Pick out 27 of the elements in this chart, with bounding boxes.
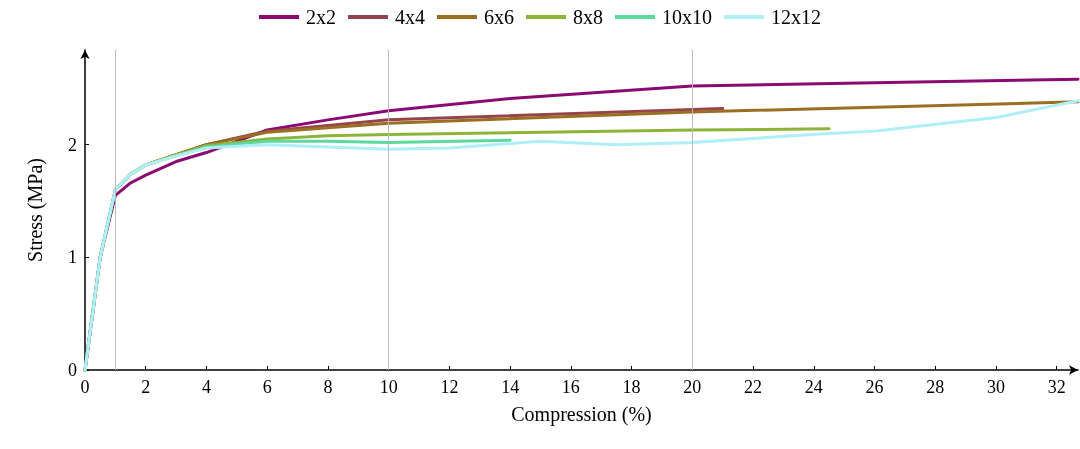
legend-label: 2x2: [306, 6, 336, 28]
x-tick-label: 20: [683, 377, 702, 397]
legend-label: 10x10: [662, 6, 712, 28]
x-tick-label: 24: [804, 377, 823, 397]
y-tick-label: 0: [68, 360, 77, 380]
x-tick-label: 4: [201, 377, 211, 397]
x-tick-label: 12: [440, 377, 459, 397]
legend-label: 4x4: [395, 6, 425, 28]
x-tick-label: 26: [865, 377, 884, 397]
y-tick-label: 2: [68, 134, 77, 155]
y-tick-label: 1: [68, 247, 77, 268]
x-tick-label: 16: [561, 377, 580, 397]
x-tick-label: 6: [262, 377, 272, 397]
legend-label: 12x12: [771, 6, 821, 28]
x-tick-label: 18: [622, 377, 641, 397]
y-axis-title: Stress (MPa): [24, 158, 47, 262]
x-tick-label: 14: [501, 377, 520, 397]
x-tick-label: 30: [987, 377, 1006, 397]
x-axis-title: Compression (%): [511, 403, 652, 426]
x-tick-label: 10: [379, 377, 398, 397]
x-tick-label: 32: [1047, 377, 1066, 397]
x-tick-label: 28: [926, 377, 945, 397]
x-tick-label: 22: [744, 377, 763, 397]
x-tick-label: 8: [323, 377, 333, 397]
x-tick-label: 2: [141, 377, 151, 397]
legend-label: 6x6: [484, 6, 514, 28]
legend-label: 8x8: [573, 6, 603, 28]
